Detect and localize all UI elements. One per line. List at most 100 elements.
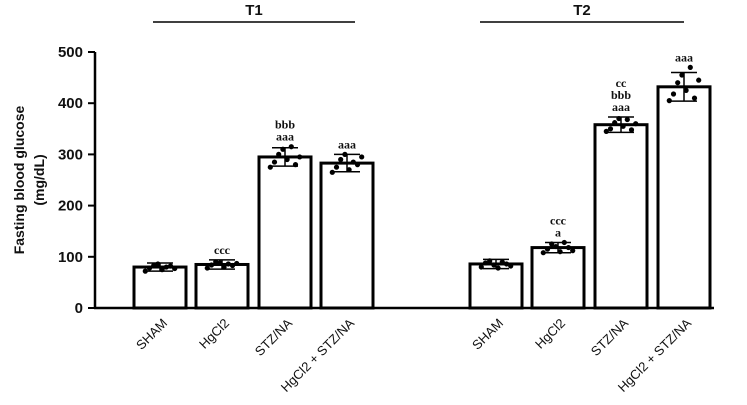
y-tick-label: 300 [58,146,83,163]
y-axis-label: Fasting blood glucose (mg/dL) [11,106,47,255]
data-point [350,159,356,165]
data-point [544,246,551,252]
data-point [553,243,559,250]
data-point [276,151,282,157]
data-point [204,265,210,271]
y-tick-label: 500 [58,44,83,61]
data-point [217,260,223,266]
data-point [280,146,286,152]
x-tick-label: SHAM [133,316,170,353]
data-point [292,162,299,168]
data-point [624,116,630,123]
data-point [333,164,340,170]
y-tick-label: 400 [58,95,83,112]
data-point [221,264,227,270]
bar [257,155,313,310]
significance-label: aaa [338,137,356,151]
group-label: T1 [245,2,263,19]
significance-label: cc [616,76,627,90]
data-point [612,120,618,126]
data-point [288,144,294,150]
significance-label: ccc [550,213,567,227]
data-point [229,262,236,269]
data-point [338,156,344,163]
y-tick-label: 100 [58,249,83,266]
data-point [142,268,148,274]
bar [530,246,586,310]
data-point [691,95,698,101]
data-point [683,87,689,93]
bar [468,262,524,310]
bar [194,262,250,310]
x-tick-label: STZ/NA [252,315,296,359]
data-point [234,260,240,267]
data-point [503,261,510,267]
bar [656,85,712,310]
y-tick-label: 200 [58,198,83,215]
data-point [267,164,273,170]
data-point [359,154,365,160]
data-point [666,98,672,104]
significance-label: bbb [611,88,631,102]
data-point [499,259,505,265]
data-point [616,115,622,122]
bar [319,161,375,310]
data-point [603,128,609,134]
data-point [540,250,546,256]
data-point [146,265,153,271]
data-point [225,261,231,267]
bar [593,123,649,310]
x-tick-label: STZ/NA [588,315,632,359]
data-point [297,154,303,160]
data-point [155,261,161,267]
data-point [172,265,178,272]
y-axis-label-line: (mg/dL) [31,154,47,205]
data-point [284,156,290,163]
data-point [679,72,685,78]
data-point [213,259,219,265]
data-point [159,267,165,273]
data-point [151,262,157,269]
data-point [549,241,555,247]
data-point [167,263,174,269]
data-point [607,126,614,132]
group-label: T2 [573,2,591,19]
y-tick-label: 0 [75,300,83,317]
data-point [354,162,361,168]
data-point [482,260,489,266]
data-point [620,123,626,129]
data-point [687,64,693,70]
data-point [508,263,514,269]
data-point [670,91,677,97]
data-point [633,121,639,127]
data-point [696,77,702,83]
data-point [208,262,215,268]
significance-label: aaa [612,100,630,114]
data-point [570,248,576,254]
data-point [478,264,484,270]
data-point [163,264,169,270]
x-tick-label: HgCl2 [532,316,568,352]
data-point [565,244,572,251]
data-point [675,80,681,86]
significance-label: aaa [276,130,294,144]
x-tick-label: SHAM [469,316,506,353]
data-point [329,169,335,175]
data-point [346,167,352,173]
data-point [628,127,635,133]
data-point [271,159,278,165]
data-point [342,151,348,157]
data-point [561,239,567,246]
x-tick-label: HgCl2 [196,316,232,352]
significance-label: aaa [675,50,693,64]
significance-label: a [555,225,561,239]
significance-label: bbb [275,118,295,132]
data-point [495,265,501,271]
y-axis-label-line: Fasting blood glucose [11,106,27,255]
data-point [491,262,497,268]
data-point [487,258,493,264]
significance-label: ccc [214,243,231,257]
data-point [557,249,563,255]
bar [132,265,188,310]
